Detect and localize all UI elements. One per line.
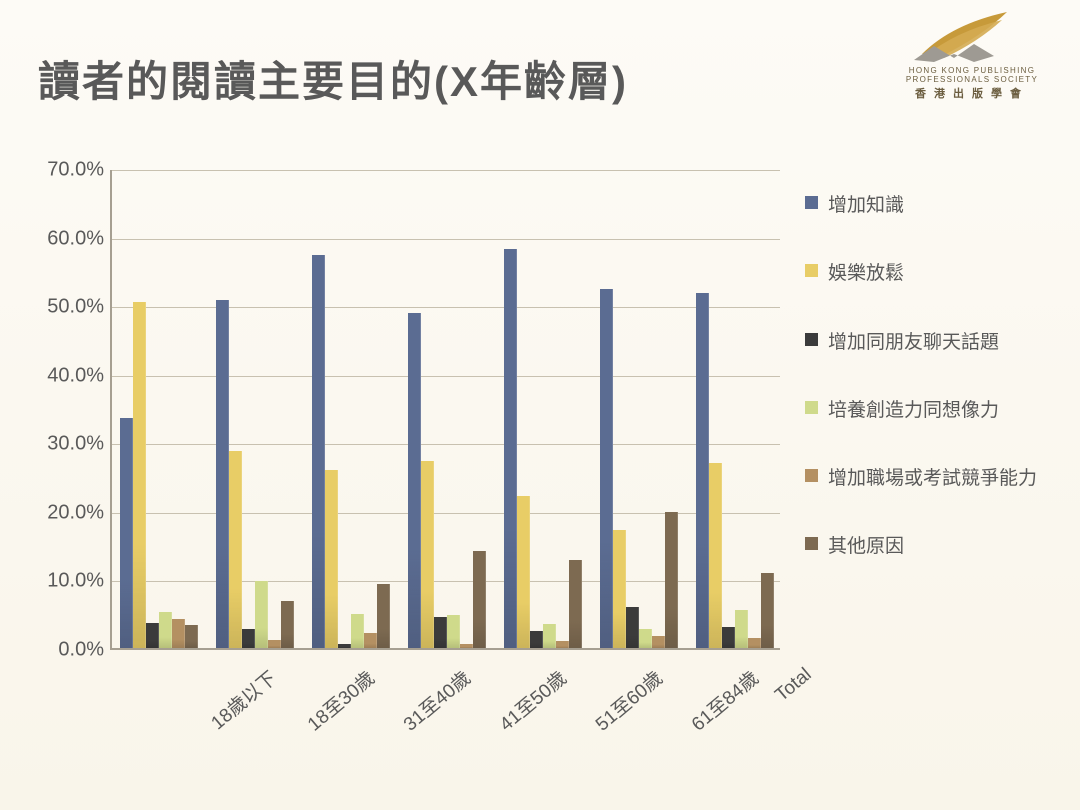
- legend: 增加知識娛樂放鬆增加同朋友聊天話題培養創造力同想像力增加職場或考試競爭能力其他原…: [805, 190, 1065, 600]
- bar: [473, 551, 486, 648]
- gridline: [112, 239, 780, 240]
- bar: [351, 614, 364, 648]
- bar-group: [312, 255, 390, 648]
- bar-chart: 0.0%10.0%20.0%30.0%40.0%50.0%60.0%70.0%1…: [20, 150, 790, 730]
- bar-group: [408, 313, 486, 648]
- bar: [146, 623, 159, 648]
- bar: [325, 470, 338, 648]
- legend-swatch: [805, 537, 818, 550]
- bar: [556, 641, 569, 648]
- legend-label: 其他原因: [828, 531, 904, 563]
- bar: [613, 530, 626, 648]
- bar: [185, 625, 198, 648]
- logo-text-en: HONG KONG PUBLISHING PROFESSIONALS SOCIE…: [882, 66, 1062, 84]
- bar: [517, 496, 530, 648]
- legend-swatch: [805, 469, 818, 482]
- x-axis-label: 61至84歲: [685, 664, 764, 736]
- y-axis-label: 60.0%: [24, 227, 104, 250]
- bar: [748, 638, 761, 648]
- bar: [434, 617, 447, 648]
- x-axis-label: 18歲以下: [204, 664, 281, 735]
- bar-group: [504, 249, 582, 648]
- bar: [696, 293, 709, 648]
- bar: [626, 607, 639, 648]
- legend-swatch: [805, 333, 818, 346]
- bar: [569, 560, 582, 648]
- bar: [133, 302, 146, 648]
- legend-swatch: [805, 264, 818, 277]
- legend-label: 娛樂放鬆: [828, 258, 904, 290]
- legend-item: 娛樂放鬆: [805, 258, 1065, 290]
- legend-swatch: [805, 401, 818, 414]
- bar: [709, 463, 722, 648]
- bar: [312, 255, 325, 648]
- bar: [268, 640, 281, 648]
- x-axis-label: 41至50歲: [493, 664, 572, 736]
- bar: [377, 584, 390, 648]
- legend-item: 其他原因: [805, 531, 1065, 563]
- bar-group: [696, 293, 774, 648]
- bar-group: [120, 302, 198, 648]
- bar: [159, 612, 172, 648]
- gridline: [112, 307, 780, 308]
- legend-item: 增加同朋友聊天話題: [805, 327, 1065, 359]
- bar: [421, 461, 434, 648]
- org-logo: HONG KONG PUBLISHING PROFESSIONALS SOCIE…: [882, 6, 1062, 101]
- bar: [120, 418, 133, 648]
- bar: [722, 627, 735, 648]
- legend-item: 培養創造力同想像力: [805, 395, 1065, 427]
- y-axis-label: 10.0%: [24, 570, 104, 593]
- bar: [652, 636, 665, 648]
- x-axis-label: Total: [771, 664, 816, 707]
- page-title: 讀者的閱讀主要目的(X年齡層): [38, 48, 628, 109]
- bar: [172, 619, 185, 648]
- bar: [460, 644, 473, 648]
- y-axis-label: 70.0%: [24, 159, 104, 182]
- bar: [761, 573, 774, 648]
- legend-item: 增加職場或考試競爭能力: [805, 463, 1065, 495]
- gridline: [112, 170, 780, 171]
- bar: [504, 249, 517, 648]
- bar-group: [216, 300, 294, 648]
- legend-item: 增加知識: [805, 190, 1065, 222]
- bar: [665, 512, 678, 648]
- bar: [242, 629, 255, 648]
- x-axis-label: 51至60歲: [589, 664, 668, 736]
- bar: [447, 615, 460, 648]
- bar: [364, 633, 377, 648]
- plot-area: [110, 170, 780, 650]
- bar: [639, 629, 652, 648]
- logo-text-zh: 香港出版學會: [882, 85, 1062, 101]
- y-axis-label: 50.0%: [24, 296, 104, 319]
- bar: [229, 451, 242, 648]
- y-axis-label: 0.0%: [24, 639, 104, 662]
- bar: [216, 300, 229, 648]
- y-axis-label: 20.0%: [24, 501, 104, 524]
- bar: [735, 610, 748, 648]
- legend-label: 增加職場或考試競爭能力: [828, 463, 1037, 495]
- legend-label: 增加知識: [828, 190, 904, 222]
- x-axis-label: 31至40歲: [397, 664, 476, 736]
- x-axis-label: 18至30歲: [301, 664, 380, 736]
- bar: [530, 631, 543, 648]
- bar: [338, 644, 351, 648]
- bar-group: [600, 289, 678, 648]
- legend-swatch: [805, 196, 818, 209]
- bar: [281, 601, 294, 648]
- logo-graphic: [912, 6, 1032, 64]
- bar: [543, 624, 556, 648]
- bar: [408, 313, 421, 648]
- legend-label: 增加同朋友聊天話題: [828, 327, 999, 359]
- bar: [600, 289, 613, 648]
- bar: [255, 581, 268, 648]
- legend-label: 培養創造力同想像力: [828, 395, 999, 427]
- y-axis-label: 30.0%: [24, 433, 104, 456]
- y-axis-label: 40.0%: [24, 364, 104, 387]
